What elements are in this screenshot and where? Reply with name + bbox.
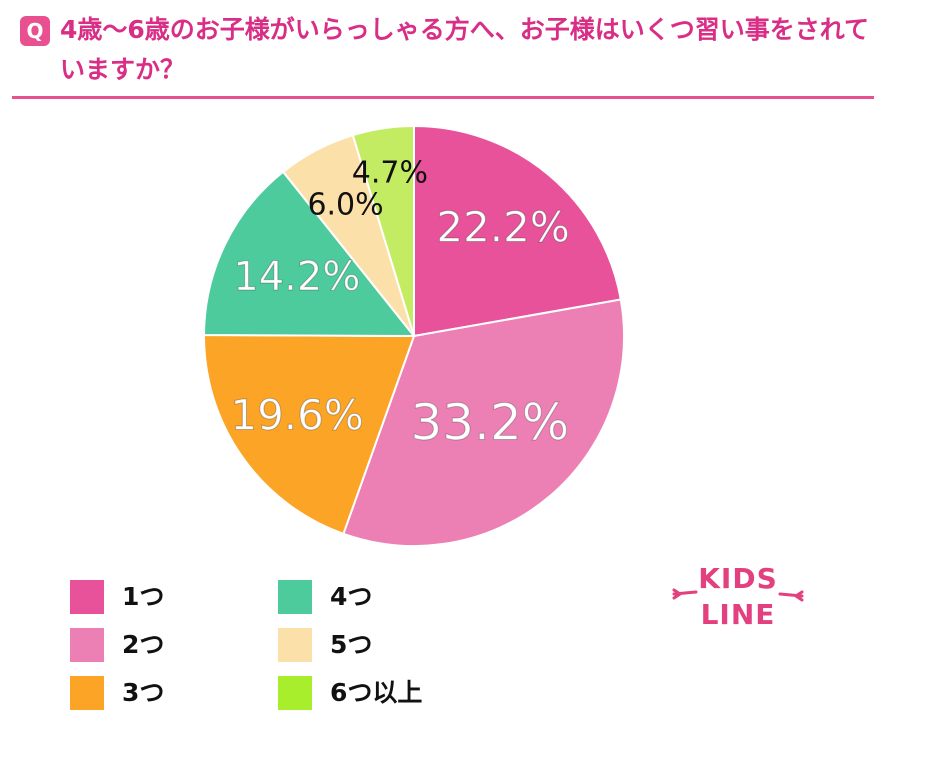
slice-label-4: 14.2% (233, 254, 360, 300)
pie-slice-2 (342, 298, 625, 547)
logo-text-top: KIDS (698, 562, 778, 595)
legend-swatch (278, 676, 312, 710)
kidsline-logo: KIDS LINE (672, 562, 804, 631)
pie-slice-3 (203, 334, 416, 536)
legend-label: 5つ (330, 630, 373, 659)
logo-text-bottom: LINE (701, 598, 776, 631)
legend-swatch (70, 580, 104, 614)
slice-label-6: 4.7% (352, 155, 428, 190)
legend-label: 6つ以上 (330, 678, 423, 707)
legend-label: 3つ (122, 678, 165, 707)
legend-label: 4つ (330, 582, 373, 611)
legend-swatch (70, 628, 104, 662)
slice-label-5: 6.0% (307, 187, 383, 222)
slice-label-3: 19.6% (230, 390, 363, 439)
legend-swatch (70, 676, 104, 710)
pie-slice-6 (351, 124, 415, 337)
legend-label: 2つ (122, 630, 165, 659)
header-divider (12, 96, 874, 99)
question-badge: Q (20, 16, 50, 46)
pie-slice-4 (202, 170, 417, 338)
slice-label-2: 33.2% (410, 393, 569, 451)
question-title: 4歳〜6歳のお子様がいらっしゃる方へ、お子様はいくつ習い事をされていますか？ (60, 15, 870, 84)
slice-label-1: 22.2% (436, 202, 569, 251)
legend-label: 1つ (122, 582, 165, 611)
pie-slice-1 (413, 124, 622, 338)
legend-swatch (278, 580, 312, 614)
legend-swatch (278, 628, 312, 662)
